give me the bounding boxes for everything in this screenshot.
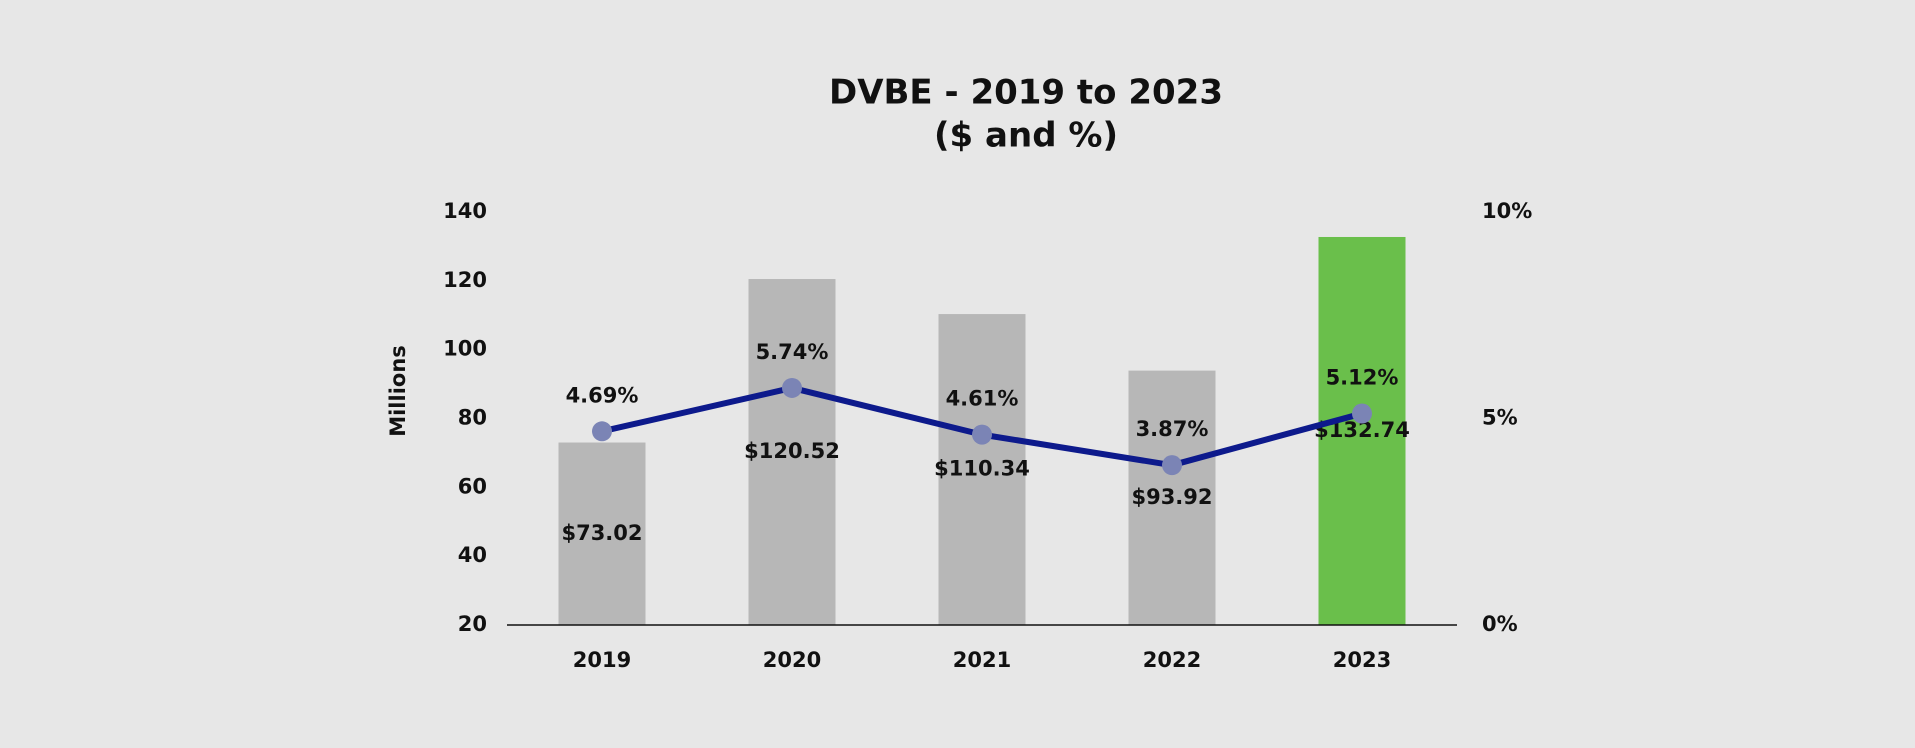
- chart-subtitle: ($ and %): [934, 116, 1118, 156]
- y2-tick-label: 0%: [1482, 612, 1518, 636]
- line-value-label: 5.12%: [1326, 366, 1399, 390]
- bar: [748, 279, 836, 625]
- bar: [558, 442, 646, 625]
- y-tick-label: 80: [458, 406, 487, 430]
- y-tick-label: 20: [458, 612, 487, 636]
- bar-value-label: $73.02: [561, 521, 642, 545]
- y-tick-label: 60: [458, 474, 487, 498]
- line-value-label: 5.74%: [756, 340, 829, 364]
- y-axis-label: Millions: [386, 345, 410, 437]
- y2-tick-label: 10%: [1482, 199, 1532, 223]
- chart-title: DVBE - 2019 to 2023: [829, 73, 1223, 113]
- bar: [938, 314, 1026, 625]
- line-value-label: 3.87%: [1136, 417, 1209, 441]
- bar: [1128, 370, 1216, 625]
- y-tick-label: 100: [443, 337, 487, 361]
- bar-value-label: $120.52: [744, 439, 840, 463]
- x-tick-label: 2019: [573, 648, 631, 672]
- y-tick-label: 40: [458, 543, 487, 567]
- x-tick-label: 2023: [1333, 648, 1391, 672]
- line-marker: [1352, 403, 1372, 424]
- x-tick-label: 2020: [763, 648, 821, 672]
- line-value-label: 4.69%: [566, 383, 639, 407]
- bar: [1318, 236, 1406, 625]
- y-tick-label: 140: [443, 199, 487, 223]
- bar-value-label: $93.92: [1131, 485, 1212, 509]
- y2-tick-label: 5%: [1482, 406, 1518, 430]
- line-marker: [1162, 455, 1182, 476]
- x-tick-label: 2022: [1143, 648, 1201, 672]
- bar-value-label: $110.34: [934, 457, 1030, 481]
- line-marker: [972, 424, 992, 445]
- line-value-label: 4.61%: [946, 387, 1019, 411]
- line-marker: [782, 377, 802, 398]
- y-tick-label: 120: [443, 268, 487, 292]
- x-tick-label: 2021: [953, 648, 1011, 672]
- line-marker: [592, 421, 612, 442]
